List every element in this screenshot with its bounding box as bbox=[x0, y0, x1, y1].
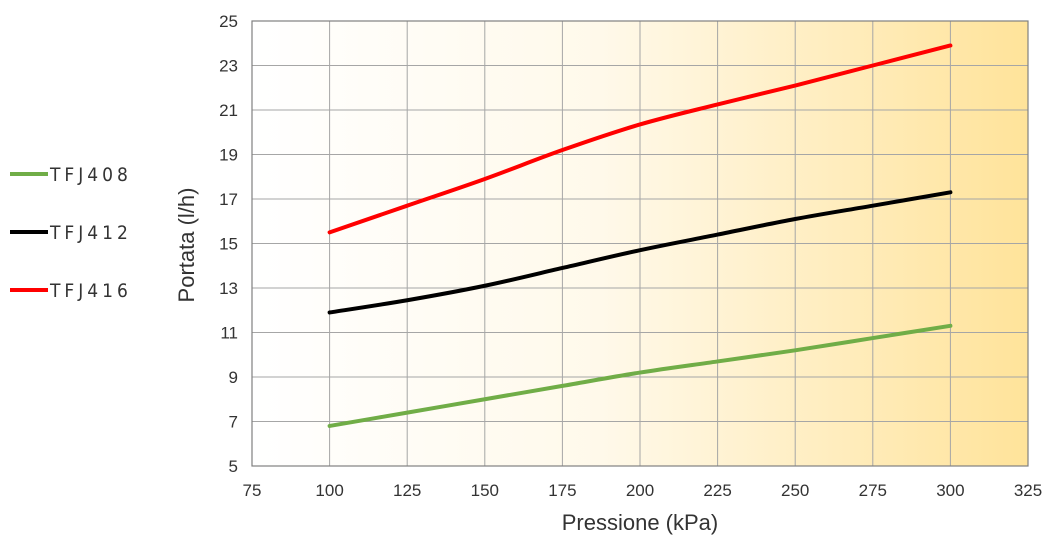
x-tick-label: 100 bbox=[315, 481, 343, 500]
x-tick-label: 275 bbox=[859, 481, 887, 500]
series-lines bbox=[327, 43, 953, 428]
x-tick-label: 300 bbox=[936, 481, 964, 500]
y-tick-label: 13 bbox=[219, 279, 238, 298]
y-axis-title: Portata (l/h) bbox=[174, 188, 199, 303]
legend: TFJ408 TFJ412 TFJ416 bbox=[10, 164, 132, 302]
y-tick-label: 7 bbox=[229, 413, 238, 432]
y-tick-label: 9 bbox=[229, 368, 238, 387]
y-axis-ticks: 5 7 9 11 13 15 17 19 21 23 25 bbox=[219, 12, 238, 476]
y-tick-label: 25 bbox=[219, 12, 238, 31]
y-tick-label: 11 bbox=[220, 324, 238, 343]
y-tick-label: 5 bbox=[229, 457, 238, 476]
x-tick-label: 225 bbox=[703, 481, 731, 500]
y-tick-label: 21 bbox=[219, 101, 238, 120]
y-tick-label: 23 bbox=[219, 57, 238, 76]
y-tick-label: 15 bbox=[219, 235, 238, 254]
legend-label-tfj412: TFJ412 bbox=[49, 222, 132, 244]
series-line-tfj408 bbox=[327, 323, 953, 428]
series-line-tfj412 bbox=[327, 190, 953, 315]
legend-label-tfj416: TFJ416 bbox=[49, 280, 132, 302]
x-tick-label: 75 bbox=[243, 481, 262, 500]
x-tick-label: 150 bbox=[471, 481, 499, 500]
x-tick-label: 250 bbox=[781, 481, 809, 500]
x-tick-label: 125 bbox=[393, 481, 421, 500]
x-tick-label: 325 bbox=[1014, 481, 1042, 500]
x-axis-ticks: 75 100 125 150 175 200 225 250 275 300 325 bbox=[243, 481, 1043, 500]
series-line-tfj416 bbox=[327, 43, 953, 235]
y-tick-label: 19 bbox=[219, 146, 238, 165]
x-tick-label: 175 bbox=[548, 481, 576, 500]
plot-border bbox=[251, 20, 1029, 467]
y-tick-label: 17 bbox=[219, 190, 238, 209]
x-tick-label: 200 bbox=[626, 481, 654, 500]
legend-label-tfj408: TFJ408 bbox=[49, 164, 132, 186]
x-axis-title: Pressione (kPa) bbox=[562, 510, 719, 535]
